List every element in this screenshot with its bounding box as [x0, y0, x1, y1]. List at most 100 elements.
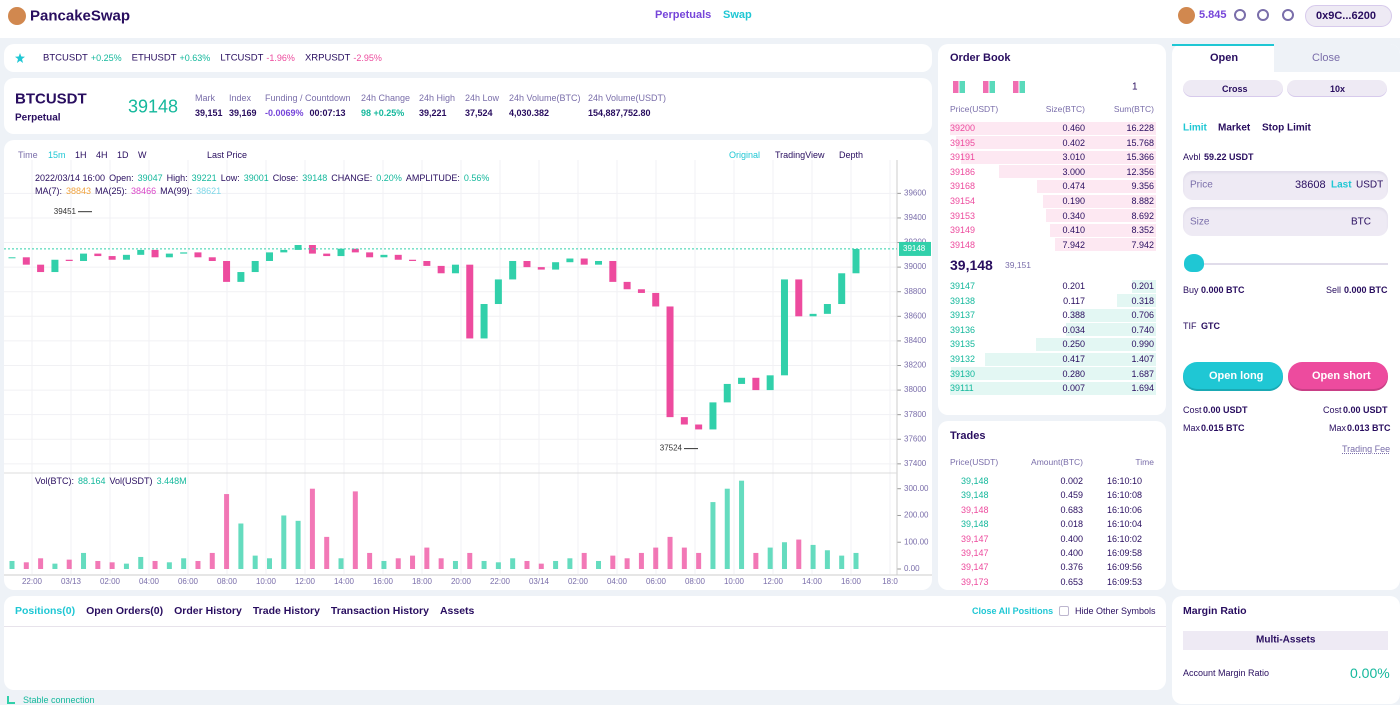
depth-bar [1049, 223, 1156, 237]
positions-tab[interactable]: Assets [439, 605, 475, 617]
legend-text: 0.56% [463, 173, 490, 183]
label: Avbl [1183, 152, 1201, 162]
order-type[interactable]: Stop Limit [1262, 122, 1311, 134]
interval[interactable]: 4H [96, 150, 108, 160]
slider-track[interactable] [1200, 263, 1388, 265]
legend-text: 39221 [191, 173, 217, 183]
interval[interactable]: 1H [75, 150, 87, 160]
book-price[interactable]: 39149 [950, 225, 976, 236]
label: TIF [1183, 321, 1197, 331]
last-button[interactable]: Last [1331, 179, 1352, 191]
price-input[interactable] [1183, 171, 1388, 200]
tab-active[interactable] [1172, 44, 1274, 72]
positions-tab[interactable]: Trade History [252, 605, 320, 617]
account-button[interactable] [1305, 5, 1392, 27]
book-price[interactable]: 39132 [950, 354, 976, 364]
volume-bar [209, 552, 215, 569]
ticker-symbol[interactable]: BTCUSDT [43, 52, 88, 64]
positions-tab[interactable]: Transaction History [330, 605, 429, 617]
book-price[interactable]: 39130 [950, 368, 976, 379]
ticker-symbol[interactable]: LTCUSDT [220, 52, 264, 64]
trading-fee-link[interactable]: Trading Fee [1342, 444, 1391, 454]
book-price[interactable]: 39147 [950, 281, 976, 291]
x-tick-label: 02:00 [100, 577, 121, 586]
book-price[interactable]: 39186 [950, 166, 976, 177]
unit[interactable]: BTC [1351, 216, 1371, 228]
book-price[interactable]: 39135 [950, 339, 976, 350]
x-tick-label: 12:00 [295, 577, 316, 586]
depth-bar [960, 150, 1156, 164]
volume-bar [395, 558, 401, 569]
view-tab[interactable]: Original [729, 150, 761, 160]
ticker-symbol[interactable]: ETHUSDT [131, 52, 177, 64]
book-price[interactable]: 39138 [950, 295, 976, 306]
candle [137, 249, 145, 255]
close-all-button[interactable]: Close All Positions [972, 606, 1054, 616]
book-price[interactable]: 39137 [950, 310, 976, 321]
nav-link[interactable]: Perpetuals [655, 9, 712, 21]
price-type[interactable]: Last Price [207, 150, 248, 160]
candle [351, 248, 359, 253]
nav-link[interactable]: Swap [723, 9, 752, 21]
volume-bar [624, 558, 630, 569]
input-value: 38608 [1295, 179, 1326, 191]
positions-tab[interactable]: Open Orders(0) [86, 605, 164, 617]
depth-bar [1043, 194, 1156, 208]
button-label[interactable]: Open short [1312, 370, 1371, 382]
view-tab[interactable]: TradingView [775, 150, 825, 160]
positions-tab[interactable]: Positions(0) [15, 605, 76, 617]
book-price[interactable]: 39148 [950, 239, 976, 250]
book-price[interactable]: 39168 [950, 181, 976, 192]
book-price[interactable]: 39200 [950, 123, 976, 133]
slider-thumb[interactable] [1184, 254, 1204, 272]
layout-icon[interactable] [1013, 81, 1025, 93]
book-size: 7.942 [1062, 239, 1085, 250]
x-tick-label: 03/13 [61, 577, 82, 586]
book-sum: 0.201 [1131, 281, 1154, 291]
interval[interactable]: 15m [48, 150, 66, 160]
star-icon[interactable] [15, 53, 25, 63]
depth-bar [1070, 308, 1156, 322]
icon[interactable] [1257, 9, 1269, 21]
book-price[interactable]: 39153 [950, 210, 976, 221]
vol-tick-label: 0.00 [904, 564, 920, 573]
button-label[interactable]: Open long [1209, 370, 1264, 382]
trade-time: 16:10:02 [1106, 533, 1142, 544]
book-price[interactable]: 39191 [950, 152, 976, 163]
interval[interactable]: 1D [117, 150, 129, 160]
layout-icon[interactable] [953, 81, 965, 93]
depth-select[interactable]: 1 [1132, 81, 1138, 93]
trade-amount: 0.400 [1060, 548, 1083, 558]
tif-select[interactable]: GTC [1201, 321, 1220, 331]
book-price[interactable]: 39136 [950, 324, 976, 335]
open-short-button[interactable] [1288, 362, 1388, 391]
ticker-symbol[interactable]: XRPUSDT [304, 52, 351, 64]
leverage-button[interactable] [1287, 80, 1387, 97]
trade-amount: 0.376 [1060, 562, 1083, 573]
margin-button[interactable] [1183, 80, 1283, 97]
layout-icon[interactable] [983, 81, 995, 93]
tab[interactable] [1274, 44, 1400, 72]
tab-label[interactable]: Open [1210, 52, 1239, 64]
book-price[interactable]: 39111 [950, 383, 974, 394]
candle [22, 257, 30, 265]
open-long-button[interactable] [1183, 362, 1283, 391]
checkbox[interactable] [1059, 606, 1069, 616]
tab-label[interactable]: Close [1312, 52, 1341, 64]
positions-tab[interactable]: Order History [174, 605, 242, 617]
icon[interactable] [1234, 9, 1246, 21]
book-size: 0.280 [1062, 368, 1085, 379]
column-header: Amount(BTC) [1031, 457, 1083, 467]
size-input[interactable] [1183, 207, 1388, 236]
symbol[interactable]: BTCUSDT [15, 90, 87, 108]
book-price[interactable]: 39154 [950, 196, 976, 206]
interval[interactable]: W [138, 150, 147, 160]
book-price[interactable]: 39195 [950, 137, 976, 148]
interval[interactable]: Time [18, 150, 38, 160]
order-type[interactable]: Limit [1183, 122, 1207, 134]
view-tab[interactable]: Depth [839, 150, 864, 160]
icon[interactable] [1282, 9, 1294, 21]
order-type[interactable]: Market [1218, 122, 1251, 134]
candle [466, 264, 474, 339]
column-header: Size(BTC) [1045, 104, 1085, 114]
